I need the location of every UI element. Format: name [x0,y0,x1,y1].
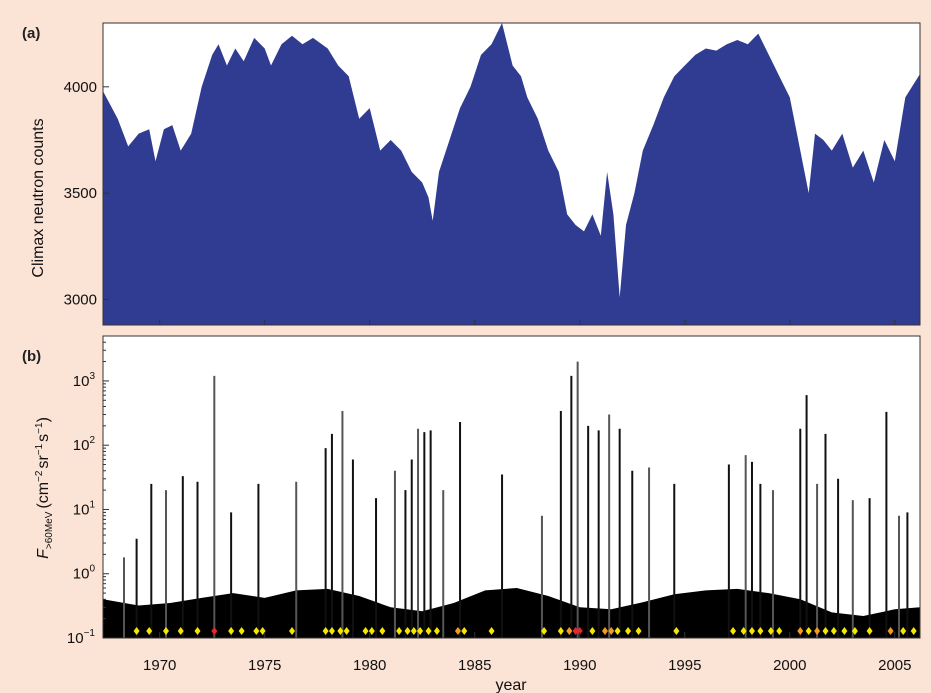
panel-a-label: (a) [22,25,40,42]
event-marker [748,627,755,635]
panel-b-plot-area [103,336,920,638]
event-marker [177,627,184,635]
event-marker [194,627,201,635]
panel-b-x-tick-label: 1990 [563,657,596,674]
panel-b-x-tick-label: 1970 [143,657,176,674]
event-marker [410,627,417,635]
y-title-f: F [35,548,52,559]
event-marker [814,627,821,635]
event-marker [608,627,615,635]
event-marker [730,627,737,635]
event-marker [379,627,386,635]
event-marker [146,627,153,635]
proton-background-flux [103,588,920,638]
event-marker [830,627,837,635]
event-marker [601,627,608,635]
event-marker [368,627,375,635]
panel-b-y-tick-label: 100 [73,564,96,583]
event-marker [910,627,917,635]
event-marker [328,627,335,635]
event-marker [822,627,829,635]
event-marker [461,627,468,635]
y-title-units-open: (cm [35,482,52,509]
panel-b-x-tick-label: 1980 [353,657,386,674]
event-marker [625,627,632,635]
event-marker [337,627,344,635]
event-marker [343,627,350,635]
event-marker [557,627,564,635]
event-marker [211,627,218,635]
event-marker [887,627,894,635]
y-title-units-exp1: −2 [34,470,45,482]
panel-a-y-ticks: 3000 3500 4000 [64,79,109,308]
y-title-units-exp3: −1 [34,422,45,434]
panel-b-x-tick-label: 1995 [668,657,701,674]
panel-b-label: (b) [22,348,41,365]
proton-event-spikes [123,361,909,638]
event-marker [576,627,583,635]
event-marker [228,627,235,635]
panel-b-x-tick-label: 2005 [878,657,911,674]
event-marker [805,627,812,635]
event-marker [566,627,573,635]
panel-b-x-tick-label: 2000 [773,657,806,674]
event-marker [767,627,774,635]
neutron-counts-area [103,23,920,325]
event-marker [322,627,329,635]
event-marker [851,627,858,635]
panel-b-frame [102,335,921,639]
y-title-units-sr: sr [35,455,52,469]
panel-a-y-tick-label: 3000 [64,291,97,308]
event-marker [425,627,432,635]
event-marker [572,627,579,635]
event-marker [396,627,403,635]
event-marker [163,627,170,635]
y-title-units-exp2: −1 [34,443,45,455]
x-axis-title: year [495,677,527,693]
event-marker [841,627,848,635]
event-marker [757,627,764,635]
panel-b-y-ticks: 10−1 100 101 102 103 [67,335,109,647]
panel-b-y-tick-label: 102 [73,435,96,454]
panel-b-y-tick-label: 10−1 [67,628,96,647]
event-marker [454,627,461,635]
panel-a-y-tick-label: 4000 [64,79,97,96]
panel-a-y-axis-title: Climax neutron counts [30,118,47,277]
event-markers [133,627,917,635]
event-marker [289,627,296,635]
panel-b-x-tick-label: 1975 [248,657,281,674]
event-marker [362,627,369,635]
event-marker [417,627,424,635]
event-marker [740,627,747,635]
event-marker [238,627,245,635]
panel-b-x-tick-label: 1985 [458,657,491,674]
panel-a: (a) 3000 3500 4000 Climax neutron counts [22,22,921,326]
event-marker [866,627,873,635]
panel-b: (b) 10−1 100 101 102 103 1970 1975 1980 1985 199… [22,320,921,693]
panel-b-y-tick-label: 101 [73,499,96,518]
event-marker [589,627,596,635]
panel-b-x-ticks: 1970 1975 1980 1985 1990 1995 2000 2005 [143,320,911,674]
event-marker [253,627,260,635]
event-marker [797,627,804,635]
event-marker [673,627,680,635]
y-title-subscript: >60MeV [44,511,55,549]
event-marker [776,627,783,635]
panel-a-frame [102,22,921,326]
event-marker [259,627,266,635]
event-marker [614,627,621,635]
event-marker [404,627,411,635]
y-title-units-close: ) [35,417,52,422]
event-marker [541,627,548,635]
event-marker [433,627,440,635]
y-title-units-s: s [35,434,52,442]
panel-a-y-tick-label: 3500 [64,185,97,202]
event-marker [900,627,907,635]
event-marker [488,627,495,635]
panel-b-y-axis-title: F>60MeV(cm−2sr−1s−1) [34,417,55,559]
panel-b-y-tick-label: 103 [73,371,96,390]
event-marker [133,627,140,635]
event-marker [635,627,642,635]
